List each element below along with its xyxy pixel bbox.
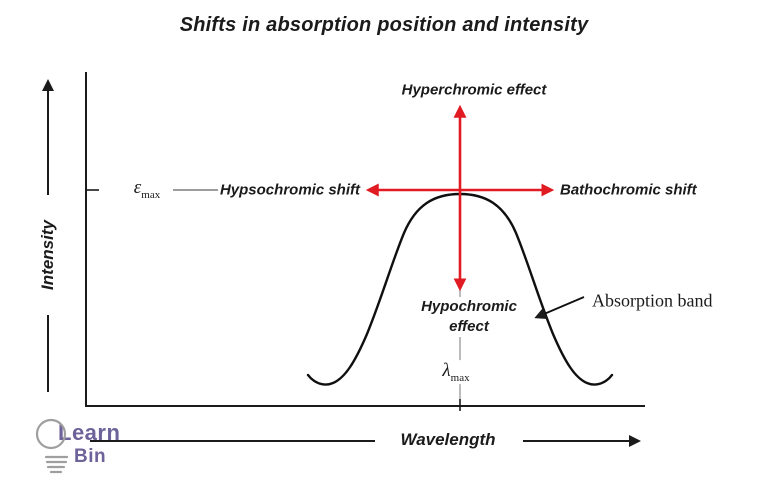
lambda-symbol: λ [442, 360, 451, 382]
absorption-band-label: Absorption band [592, 290, 713, 311]
bathochromic-label: Bathochromic shift [560, 181, 697, 199]
hypochromic-label-line1: Hypochromic [421, 298, 517, 315]
hypochromic-label: Hypochromic effect [418, 297, 520, 337]
epsilon-subscript: max [141, 188, 161, 201]
hypsochromic-label: Hypsochromic shift [219, 181, 360, 199]
epsilon-symbol: ε [133, 177, 142, 199]
hypochromic-label-line2: effect [449, 318, 489, 335]
y-axis-label: Intensity [37, 195, 59, 315]
plot-axes [85, 72, 645, 411]
absorption-band-pointer [534, 296, 585, 319]
lightbulb-icon [35, 418, 69, 474]
lambda-subscript: max [450, 371, 470, 384]
diagram-title: Shifts in absorption position and intens… [179, 14, 589, 36]
shift-cross-arrows [365, 104, 555, 292]
x-axis-label: Wavelength [390, 430, 506, 450]
logo-text-bin: Bin [74, 446, 107, 467]
logo-text-learn: Learn [58, 420, 121, 445]
lambda-max-label: λmax [439, 360, 473, 384]
epsilon-max-label: εmax [134, 177, 160, 201]
hyperchromic-label: Hyperchromic effect [401, 81, 547, 99]
